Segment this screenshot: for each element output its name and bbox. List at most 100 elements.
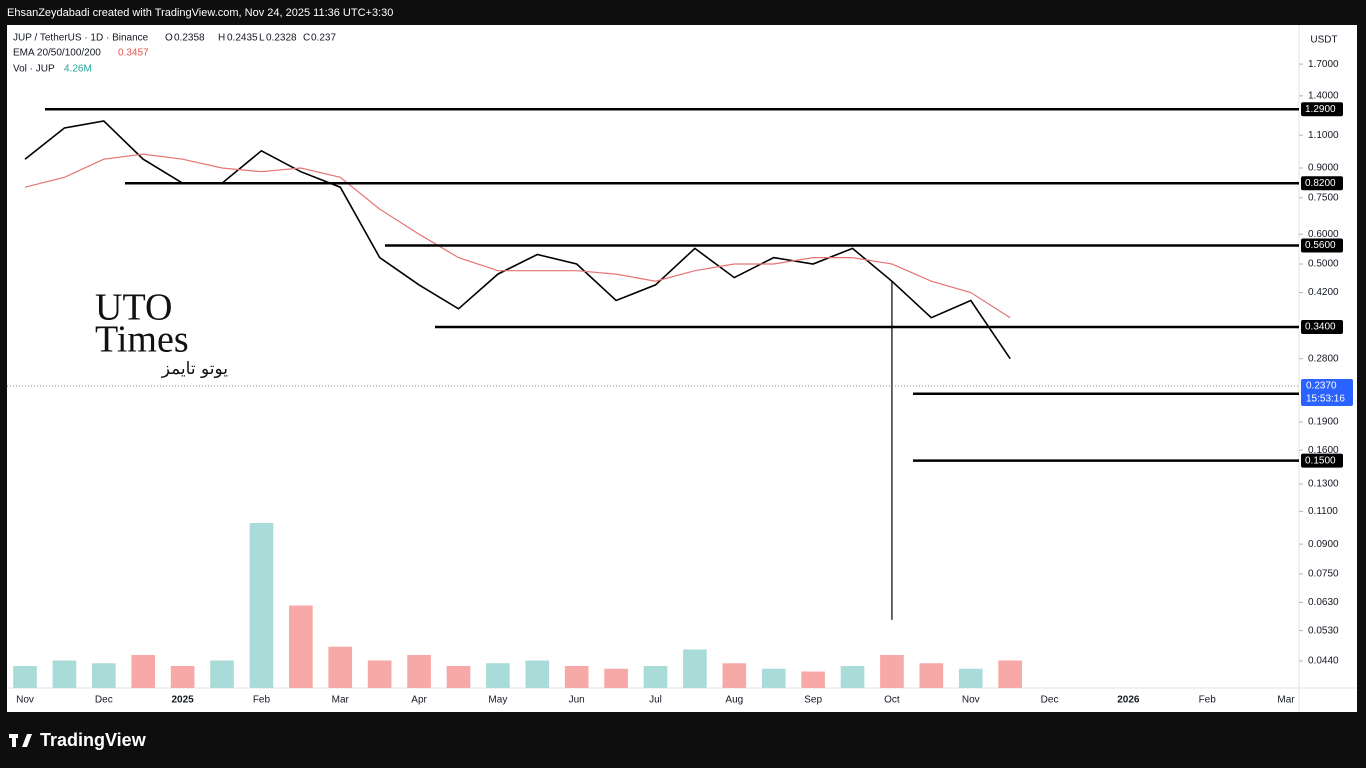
volume-bar xyxy=(131,655,156,688)
volume-bar xyxy=(525,660,550,688)
volume-bar xyxy=(367,660,392,688)
countdown: 15:53:16 xyxy=(1306,394,1345,405)
x-tick-label: Nov xyxy=(16,695,34,706)
header: EhsanZeydabadi created with TradingView.… xyxy=(7,7,393,19)
level-label: 1.2900 xyxy=(1305,104,1336,115)
l-label: L xyxy=(259,33,265,44)
low: 0.2328 xyxy=(266,33,297,44)
volume-bar xyxy=(210,660,234,688)
y-tick-label: 0.0900 xyxy=(1308,539,1339,550)
chart-panel xyxy=(7,25,1357,712)
level-label-box xyxy=(1301,176,1343,191)
x-tick-label: 2025 xyxy=(172,695,195,706)
vol-value: 4.26M xyxy=(64,64,92,75)
x-tick-label: Dec xyxy=(95,695,113,706)
x-tick-label: Mar xyxy=(332,695,350,706)
level-label-box xyxy=(1301,238,1343,253)
volume-bar xyxy=(998,660,1022,688)
legend: JUP / TetherUS · 1D · Binance O 0.2358 H… xyxy=(13,33,336,75)
x-tick-label: Dec xyxy=(1041,695,1059,706)
watermark-line2: Times xyxy=(95,319,189,361)
watermark: UTO Times یوتو تایمز xyxy=(95,287,228,379)
y-tick-label: 0.2800 xyxy=(1308,353,1339,364)
axis-unit: USDT xyxy=(1310,35,1337,46)
level-label: 0.8200 xyxy=(1305,178,1336,189)
y-tick-label: 0.7500 xyxy=(1308,192,1339,203)
x-tick-label: Jun xyxy=(569,695,585,706)
volume-bar xyxy=(801,671,825,688)
symbol: JUP / TetherUS · 1D · Binance xyxy=(13,33,149,44)
last-price-box xyxy=(1301,378,1353,406)
x-tick-label: Nov xyxy=(962,695,980,706)
volume-bar xyxy=(722,663,747,688)
y-tick-label: 0.0530 xyxy=(1308,625,1339,636)
y-tick-label: 0.5000 xyxy=(1308,259,1339,270)
volume-bar xyxy=(249,523,274,688)
volume-bar xyxy=(683,649,707,688)
logo-part xyxy=(12,734,16,747)
logo-part xyxy=(22,734,32,747)
high: 0.2435 xyxy=(227,33,258,44)
level-label-box xyxy=(1301,320,1343,335)
watermark-line1: UTO xyxy=(95,287,172,329)
y-tick-label: 0.1100 xyxy=(1308,506,1338,517)
volume-bar xyxy=(170,666,195,688)
ema-label: EMA 20/50/100/200 xyxy=(13,48,101,59)
ema-value: 0.3457 xyxy=(118,48,149,59)
y-tick-label: 1.4000 xyxy=(1308,90,1339,101)
y-tick-label: 0.0750 xyxy=(1308,569,1339,580)
volume-bar xyxy=(643,666,668,688)
volume-bar xyxy=(13,666,37,688)
y-tick-label: 0.9000 xyxy=(1308,163,1339,174)
x-tick-label: Aug xyxy=(725,695,743,706)
level-label: 0.3400 xyxy=(1305,322,1336,333)
y-tick-label: 1.1000 xyxy=(1308,130,1339,141)
last-price-label: 0.2370 xyxy=(1306,381,1337,392)
volume-bar xyxy=(604,668,628,688)
level-label-box xyxy=(1301,453,1343,468)
footer-brand: TradingView xyxy=(40,730,147,750)
c-label: C xyxy=(303,33,310,44)
x-tick-label: Apr xyxy=(411,695,427,706)
y-tick-label: 0.0630 xyxy=(1308,597,1339,608)
y-tick-label: 0.1900 xyxy=(1308,417,1339,428)
x-tick-label: Feb xyxy=(1199,695,1217,706)
volume-bar xyxy=(486,663,510,688)
volume-bar xyxy=(446,666,471,688)
x-tick-label: 2026 xyxy=(1117,695,1140,706)
volume-bar xyxy=(328,646,353,688)
y-tick-label: 0.6000 xyxy=(1308,229,1339,240)
x-tick-label: Jul xyxy=(649,695,662,706)
x-tick-label: May xyxy=(488,695,507,706)
volume-bar xyxy=(91,663,116,688)
volume-bar xyxy=(407,655,431,688)
volume-bar xyxy=(840,666,865,688)
volume-bar xyxy=(564,666,589,688)
y-tick-label: 0.1600 xyxy=(1308,445,1339,456)
volume-bar xyxy=(289,605,313,688)
volume-bar xyxy=(761,668,786,688)
o-label: O xyxy=(165,33,173,44)
series-line xyxy=(24,153,1011,319)
h-label: H xyxy=(218,33,225,44)
volume-bar xyxy=(52,660,77,688)
footer-logo: TradingView xyxy=(9,730,147,750)
close: 0.237 xyxy=(311,33,336,44)
level-label: 0.1500 xyxy=(1305,455,1336,466)
watermark-line3: یوتو تایمز xyxy=(161,359,229,379)
x-tick-label: Feb xyxy=(253,695,271,706)
volume-bar xyxy=(880,655,904,688)
x-tick-label: Oct xyxy=(884,695,900,706)
y-tick-label: 0.1300 xyxy=(1308,479,1339,490)
x-tick-label: Mar xyxy=(1277,695,1295,706)
y-tick-label: 1.7000 xyxy=(1308,59,1339,70)
level-label: 0.5600 xyxy=(1305,240,1336,251)
y-tick-label: 0.0440 xyxy=(1308,656,1339,667)
y-tick-label: 0.4200 xyxy=(1308,287,1339,298)
open: 0.2358 xyxy=(174,33,205,44)
vol-label: Vol · JUP xyxy=(13,64,55,75)
volume-bar xyxy=(919,663,944,688)
volume-bar xyxy=(958,668,983,688)
